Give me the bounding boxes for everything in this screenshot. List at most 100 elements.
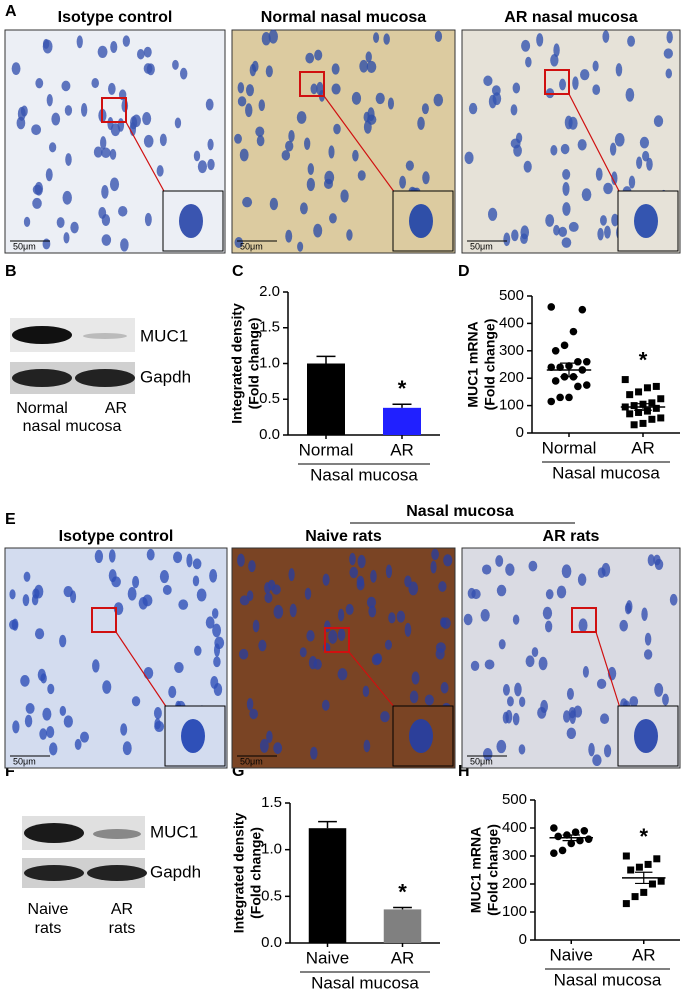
micrograph: 50μm	[231, 29, 456, 254]
nucleus	[357, 554, 366, 569]
nucleus	[258, 99, 265, 112]
nucleus	[100, 136, 107, 150]
nucleus	[80, 103, 88, 117]
nucleus	[109, 148, 117, 160]
lane-label: rats	[35, 920, 62, 937]
nucleus	[237, 553, 245, 567]
nucleus	[496, 739, 507, 754]
nucleus	[603, 182, 613, 195]
nucleus	[409, 204, 433, 238]
y-axis-label: Integrated density	[229, 303, 245, 424]
nucleus	[340, 189, 349, 203]
nucleus	[331, 63, 340, 75]
nucleus	[297, 241, 304, 252]
nucleus	[194, 645, 202, 656]
nucleus	[47, 683, 55, 695]
nucleus	[24, 714, 33, 728]
nucleus	[531, 647, 539, 658]
data-point	[554, 832, 562, 841]
nucleus	[45, 168, 53, 182]
y-tick-label: 500	[499, 287, 524, 304]
nucleus	[91, 78, 100, 89]
nucleus	[366, 596, 377, 609]
nucleus	[143, 63, 153, 74]
nucleus	[581, 188, 592, 202]
nucleus	[173, 551, 183, 564]
nucleus	[20, 675, 30, 687]
data-point	[550, 824, 558, 832]
nucleus	[63, 585, 73, 598]
nucleus	[467, 587, 476, 599]
y-axis-label: MUC1 mRNA	[468, 827, 484, 913]
data-point	[567, 839, 576, 848]
nucleus	[634, 719, 658, 753]
nucleus	[644, 632, 652, 646]
nucleus	[433, 93, 444, 107]
zoom-line	[595, 631, 621, 709]
nucleus	[245, 103, 253, 118]
nucleus	[192, 575, 200, 587]
data-point	[565, 393, 573, 402]
nucleus	[559, 78, 567, 91]
y-tick-label: 200	[502, 875, 527, 892]
micrograph: 50μm	[231, 547, 456, 769]
nucleus	[306, 177, 315, 192]
nucleus	[136, 49, 145, 60]
nucleus	[422, 171, 430, 185]
data-point	[547, 397, 556, 406]
nucleus	[313, 658, 322, 670]
nucleus	[234, 133, 242, 144]
nucleus	[642, 150, 650, 162]
nucleus	[491, 85, 501, 96]
nucleus	[502, 684, 510, 696]
data-point	[558, 846, 567, 855]
nucleus	[409, 690, 419, 704]
nucleus	[404, 622, 412, 637]
nucleus	[367, 114, 377, 125]
nucleus	[523, 160, 532, 173]
micrograph: 50μm	[461, 29, 681, 254]
panel-label: B	[5, 263, 17, 280]
band-label: Gapdh	[140, 367, 191, 386]
nucleus	[597, 227, 604, 241]
nucleus	[481, 564, 492, 575]
image-title: Isotype control	[58, 9, 173, 26]
y-tick-label: 0.0	[259, 426, 280, 443]
nucleus	[604, 225, 611, 239]
nucleus	[305, 52, 315, 64]
nucleus	[120, 238, 129, 252]
y-axis-label: (Fold change)	[485, 824, 501, 916]
nucleus	[131, 696, 141, 707]
nucleus	[636, 156, 643, 169]
nucleus	[12, 720, 20, 734]
nucleus	[351, 91, 362, 105]
nucleus	[108, 82, 116, 95]
nucleus	[545, 589, 554, 600]
nucleus	[654, 682, 664, 697]
nucleus	[299, 202, 308, 215]
nucleus	[333, 123, 341, 135]
zoom-region	[91, 607, 117, 633]
nucleus	[108, 549, 116, 563]
nucleus	[110, 41, 118, 53]
nucleus	[94, 549, 104, 564]
nucleus	[285, 229, 293, 243]
nucleus	[322, 573, 330, 586]
nucleus	[383, 33, 390, 45]
nucleus	[59, 705, 67, 716]
nucleus	[122, 741, 132, 756]
nucleus	[213, 643, 221, 657]
nucleus	[430, 560, 437, 574]
nucleus	[663, 48, 673, 59]
nucleus	[269, 197, 279, 211]
nucleus	[601, 562, 611, 577]
data-point	[635, 408, 643, 416]
x-axis-label: Nasal mucosa	[311, 973, 419, 992]
zoom-line	[125, 121, 166, 194]
nucleus	[536, 33, 544, 47]
nucleus	[255, 126, 265, 137]
bar	[307, 363, 345, 435]
nucleus	[550, 145, 558, 156]
data-point	[569, 327, 578, 336]
nucleus	[56, 217, 65, 229]
